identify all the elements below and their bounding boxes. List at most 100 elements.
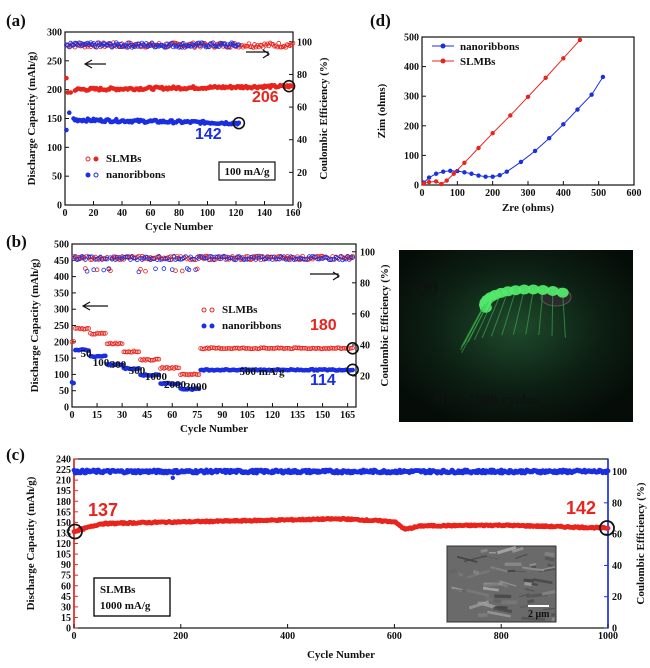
photo-led-leg	[525, 289, 534, 335]
panel-a-efficiency-point	[66, 44, 72, 50]
panel-c-end-marker	[67, 523, 83, 540]
panel-d-data-point	[441, 169, 446, 174]
panel-b-capacity-point	[71, 380, 76, 386]
panel-b-y-tick-label: 100	[54, 370, 69, 381]
panel-b-capacity-point	[176, 381, 182, 387]
photo-led-leg	[538, 289, 544, 335]
panel-b-efficiency-point	[153, 266, 158, 272]
panel-b-x-tick-label: 75	[192, 410, 202, 421]
panel-b-y-tick-label: 200	[54, 337, 69, 348]
panel-a-y-tick-label: 80	[297, 70, 307, 81]
panel-b-efficiency-point	[101, 267, 107, 273]
panel-b-capacity-point	[156, 356, 162, 362]
panel-d-y-tick-label: 200	[404, 121, 419, 132]
panel-d-data-point	[490, 174, 495, 179]
panel-a-efficiency-point	[182, 45, 188, 50]
panel-d-data-point	[561, 56, 566, 61]
sem-texture	[480, 548, 488, 554]
panel-a-efficiency-point	[125, 45, 130, 50]
panel-b-efficiency-point	[143, 268, 148, 274]
sem-texture	[493, 606, 513, 614]
panel-a-capacity-point	[68, 90, 73, 95]
sem-texture	[551, 617, 555, 622]
sem-texture	[469, 599, 482, 603]
panel-a-efficiency-point	[216, 44, 222, 50]
panel-b-capacity-point	[342, 345, 347, 351]
panel-a-legend-marker	[85, 172, 91, 178]
photo-background	[399, 250, 633, 422]
panel-b-legend-label: SLMBs	[222, 304, 258, 316]
photo-led-leg	[490, 291, 509, 337]
panel-b-capacity-point	[136, 366, 142, 371]
panel-c-x-tick-label: 0	[72, 631, 77, 642]
panel-a-y-tick-label: 20	[297, 168, 307, 179]
panel-d-y-tick-label: 0	[414, 181, 419, 192]
panel-a-efficiency-point	[165, 41, 170, 47]
panel-b-label: (b)	[6, 232, 27, 251]
panel-b-arrow-left	[81, 301, 108, 311]
panel-b-rate-label: 500	[129, 365, 146, 377]
panel-c-y-tick-label: 90	[61, 560, 71, 571]
panel-a-end-marker	[282, 79, 296, 93]
panel-d-data-point	[448, 168, 453, 173]
panel-b-annotation: 114	[310, 372, 336, 389]
panel-c-y-tick-label: 210	[56, 476, 71, 487]
panel-b-capacity-point	[194, 372, 200, 377]
panel-a-y-tick-label: 100	[297, 37, 312, 48]
photo-label: (e)	[418, 276, 438, 297]
panel-d-data-point	[469, 171, 474, 176]
panel-b-capacity-point	[350, 367, 355, 373]
panel-d-data-point	[577, 37, 583, 43]
panel-d-x-tick-label: 500	[591, 188, 606, 199]
panel-b-y-tick-label: 150	[54, 354, 69, 365]
panel-a-capacity-point	[66, 110, 72, 116]
panel-b-efficiency-point	[161, 266, 167, 271]
panel-b-x-tick-label: 150	[315, 410, 330, 421]
panel-b-x-axis-title: Cycle Number	[180, 423, 248, 435]
panel-d-data-point	[518, 159, 524, 165]
panel-d-data-point	[433, 179, 439, 184]
panel-d-data-point	[497, 173, 502, 178]
sem-texture	[521, 566, 545, 572]
panel-a-arrow-right	[246, 49, 271, 59]
sem-texture	[532, 578, 553, 585]
panel-b-efficiency-point	[194, 266, 200, 272]
sem-texture	[504, 562, 522, 566]
photo-led-leg	[512, 289, 525, 335]
panel-c-y-tick-label: 60	[612, 530, 622, 541]
panel-d-data-point	[439, 181, 444, 187]
sem-texture	[487, 610, 511, 618]
sem-texture	[472, 569, 480, 576]
panel-b-capacity-point	[260, 345, 265, 351]
panel-b-capacity-point	[208, 345, 213, 350]
sem-texture	[524, 581, 532, 587]
panel-b-capacity-point	[228, 346, 234, 351]
panel-b-arrow-right	[310, 271, 341, 281]
panel-a-efficiency-point	[245, 43, 250, 49]
panel-a-y-tick-label: 200	[47, 85, 62, 96]
panel-d-data-point	[476, 173, 481, 178]
panel-a-efficiency-point	[232, 43, 237, 49]
panel-b-capacity-point	[101, 331, 107, 336]
panel-b-efficiency-point	[350, 255, 355, 260]
panel-b-capacity-point	[348, 345, 354, 351]
panel-a-label: (a)	[6, 11, 26, 30]
panel-d-data-point	[483, 174, 488, 179]
sem-texture	[544, 556, 555, 562]
panel-b-capacity-point	[183, 372, 188, 377]
panel-d-x-tick-label: 100	[450, 188, 465, 199]
panel-b-capacity-point	[74, 326, 80, 331]
photo-led	[527, 284, 540, 295]
panel-d: 0 100 200 300 400 500 600 0 100 200 300 400 500 (d) Zr…	[370, 11, 642, 214]
panel-c-legend-box	[93, 577, 171, 617]
panel-b-end-marker	[346, 363, 359, 377]
sem-texture	[450, 588, 465, 592]
panel-b-capacity-point	[71, 339, 76, 344]
panel-a-x-tick-label: 0	[63, 208, 68, 219]
panel-a-legend-marker	[93, 172, 99, 178]
sem-texture	[477, 613, 488, 617]
panel-c-y-axis-title: Discharge Capacity (mAh/g)	[25, 476, 37, 610]
panel-c-efficiency-point	[170, 475, 175, 480]
panel-b-y2-axis-title: Coulombic Efficiency (%)	[379, 264, 391, 387]
panel-d-series-line	[423, 76, 604, 183]
